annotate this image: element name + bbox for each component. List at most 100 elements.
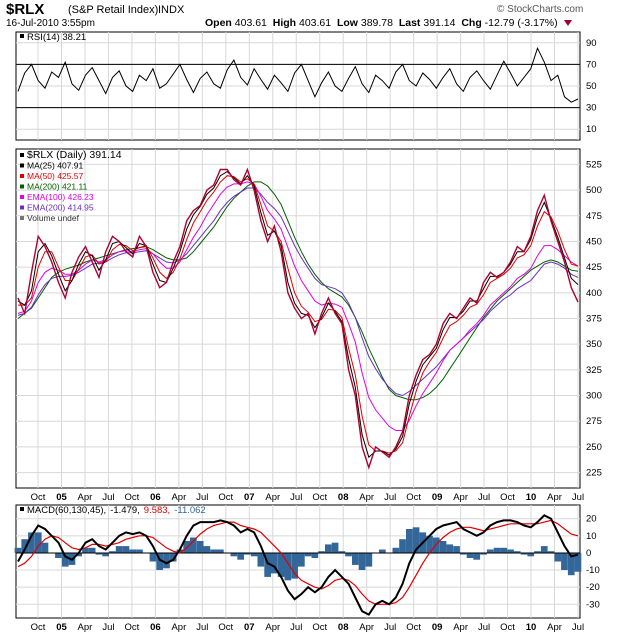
macd-histogram-bar xyxy=(352,552,359,565)
macd-x-tick-label: Apr xyxy=(78,622,93,633)
ema200-legend-label: EMA(200) 414.95 xyxy=(27,203,94,213)
macd-x-tick-label: 06 xyxy=(150,622,161,633)
volume-legend-swatch xyxy=(20,216,24,220)
macd-histogram-bar xyxy=(122,546,130,553)
macd-histogram-bar xyxy=(304,552,312,557)
price-x-tick-label: 06 xyxy=(150,492,161,503)
macd-histogram-bar xyxy=(554,552,562,562)
macd-histogram-bar xyxy=(500,547,508,553)
rsi-y-tick-label: 50 xyxy=(586,81,597,92)
macd-legend-value: -1.479, xyxy=(110,505,140,516)
macd-x-tick-label: Jul xyxy=(102,622,114,633)
macd-histogram-bar xyxy=(493,547,501,553)
last-value: 391.14 xyxy=(423,17,456,29)
macd-x-tick-label: Jul xyxy=(196,622,208,633)
macd-x-tick-label: Oct xyxy=(125,622,140,633)
price-y-tick-label: 250 xyxy=(586,442,602,453)
ema100-legend-label: EMA(100) 426.23 xyxy=(27,192,94,202)
macd-x-tick-label: 08 xyxy=(338,622,349,633)
price-y-tick-label: 350 xyxy=(586,339,602,350)
macd-histogram-bar xyxy=(379,549,386,553)
price-y-tick-label: 275 xyxy=(586,416,602,427)
rsi-y-tick-label: 30 xyxy=(586,103,597,114)
low-label: Low xyxy=(336,17,358,29)
macd-x-tick-label: Oct xyxy=(31,622,46,633)
macd-histogram-bar xyxy=(298,552,305,567)
macd-histogram-bar xyxy=(34,532,42,553)
stockcharts-brand[interactable]: © StockCharts.com xyxy=(497,4,584,15)
ma200-legend-swatch xyxy=(20,184,24,189)
ema200-legend-swatch xyxy=(20,205,24,210)
macd-histogram-bar xyxy=(527,552,535,557)
macd-x-tick-label: Oct xyxy=(406,622,421,633)
macd-x-tick-label: Apr xyxy=(171,622,186,633)
rlx-legend-swatch xyxy=(20,153,24,157)
macd-histogram-bar xyxy=(466,552,474,558)
open-label: Open xyxy=(205,17,232,29)
macd-x-tick-label: Jul xyxy=(384,622,396,633)
quote-date: 16-Jul-2010 3:55pm xyxy=(6,18,95,29)
rsi-y-tick-label: 90 xyxy=(586,38,597,49)
high-label: High xyxy=(272,17,297,29)
rsi-line xyxy=(17,46,579,103)
macd-histogram-bar xyxy=(567,552,575,576)
ma50-line xyxy=(18,175,579,454)
macd-histogram-bar xyxy=(406,529,413,553)
macd-histogram-bar xyxy=(331,542,339,553)
macd-histogram-bar xyxy=(446,544,454,553)
price-y-tick-label: 375 xyxy=(586,314,602,325)
macd-histogram-bar xyxy=(486,549,494,553)
macd-legend-label: MACD(60,130,45), xyxy=(27,505,106,516)
macd-histogram-bar xyxy=(520,552,528,555)
macd-x-tick-label: Apr xyxy=(359,622,374,633)
price-x-tick-label: Apr xyxy=(547,492,562,503)
macd-histogram-bar xyxy=(136,549,143,553)
macd-histogram-bar xyxy=(540,546,548,553)
macd-signal-value: 9.583, xyxy=(144,505,170,516)
macd-histogram-bar xyxy=(561,552,568,570)
price-x-tick-label: Jul xyxy=(290,492,302,503)
price-x-tick-label: Jul xyxy=(478,492,490,503)
price-x-tick-label: Apr xyxy=(265,492,280,503)
macd-x-tick-label: Oct xyxy=(312,622,327,633)
macd-y-tick-label: 20 xyxy=(586,514,597,525)
price-x-tick-label: Jul xyxy=(196,492,208,503)
macd-x-tick-label: Oct xyxy=(218,622,233,633)
macd-x-tick-label: Jul xyxy=(478,622,490,633)
macd-histogram-bar xyxy=(291,552,298,579)
macd-histogram-bar xyxy=(284,552,292,581)
price-y-tick-label: 450 xyxy=(586,236,602,247)
macd-histogram-bar xyxy=(129,549,136,553)
chg-label: Chg xyxy=(461,17,482,29)
price-y-tick-label: 500 xyxy=(586,185,602,196)
macd-histogram-bar xyxy=(264,552,271,577)
macd-histogram-bar xyxy=(237,552,244,560)
price-x-tick-label: 09 xyxy=(432,492,443,503)
price-x-tick-label: Apr xyxy=(359,492,374,503)
macd-x-tick-label: Apr xyxy=(265,622,280,633)
macd-y-tick-label: -20 xyxy=(586,582,600,593)
macd-histogram-bar xyxy=(534,551,541,553)
macd-histogram-bar xyxy=(102,552,109,557)
macd-histogram-bar xyxy=(163,552,170,569)
macd-histogram-bar xyxy=(311,552,319,558)
price-y-tick-label: 325 xyxy=(586,365,602,376)
price-x-tick-label: Apr xyxy=(171,492,186,503)
ma25-legend-swatch xyxy=(20,163,24,168)
macd-histogram-bar xyxy=(365,552,373,567)
macd-x-tick-label: Jul xyxy=(290,622,302,633)
price-line xyxy=(17,167,579,470)
price-x-tick-label: 08 xyxy=(338,492,349,503)
macd-hist-value: -11.062 xyxy=(174,505,206,516)
macd-histogram-bar xyxy=(230,552,238,557)
symbol: $RLX xyxy=(6,1,45,18)
macd-histogram-bar xyxy=(277,552,285,577)
ema100-legend-swatch xyxy=(20,195,24,199)
price-x-tick-label: Oct xyxy=(31,492,46,503)
index-name: (S&P Retail Index) xyxy=(68,4,159,16)
macd-line xyxy=(17,514,579,616)
macd-x-tick-label: Oct xyxy=(500,622,515,633)
macd-histogram-bar xyxy=(75,552,82,557)
ma50-legend-swatch xyxy=(20,174,24,178)
